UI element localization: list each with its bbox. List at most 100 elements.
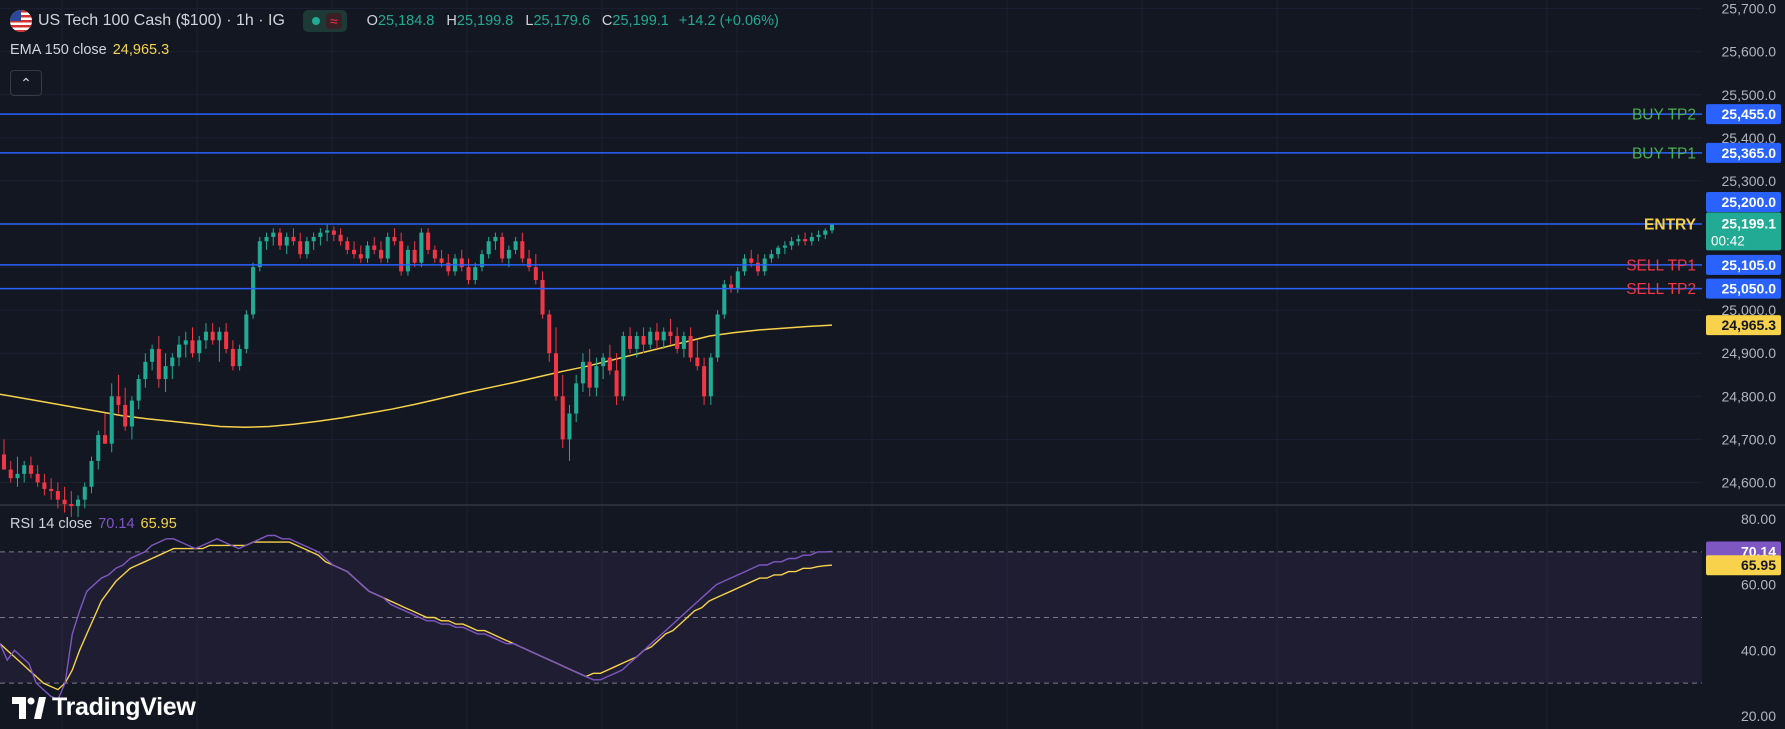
candle-body xyxy=(513,241,518,250)
rsi-ma-line xyxy=(0,541,833,691)
candlestick-series xyxy=(1,224,835,517)
candle-body xyxy=(553,353,559,397)
candle-body xyxy=(177,344,182,358)
candle-body xyxy=(574,383,579,414)
open-value: 25,184.8 xyxy=(377,13,435,29)
candle-body xyxy=(533,267,538,280)
candle-body xyxy=(352,249,357,255)
candle-body xyxy=(506,249,511,259)
entry-price-badge-bg xyxy=(1706,192,1781,212)
candle-body xyxy=(143,361,148,380)
ema-label: EMA 150 close xyxy=(10,42,107,58)
level-name: BUY TP1 xyxy=(1632,145,1696,162)
candle-body xyxy=(688,336,693,358)
price-tick: 24,900.0 xyxy=(1722,345,1777,361)
candle-body xyxy=(197,340,202,354)
candle-body xyxy=(55,491,60,500)
high-key: H xyxy=(446,13,457,29)
level-price-badge-bg xyxy=(1706,142,1781,163)
ohlc-values: O25,184.8 H25,199.8 L25,179.6 C25,199.1 … xyxy=(359,13,779,29)
candle-body xyxy=(540,280,545,315)
candle-body xyxy=(291,236,296,242)
candle-body xyxy=(459,258,464,268)
candle-body xyxy=(803,239,808,242)
candle-body xyxy=(708,357,713,397)
candle-body xyxy=(42,482,47,489)
symbol-title[interactable]: US Tech 100 Cash ($100) · 1h · IG xyxy=(38,12,285,29)
candle-body xyxy=(203,331,208,341)
open-key: O xyxy=(366,13,378,29)
price-tick: 24,800.0 xyxy=(1722,388,1777,404)
candle-body xyxy=(634,336,639,349)
trade-levels: BUY TP2 BUY TP1 ENTRY SELL TP1 SELL TP2 xyxy=(0,107,1702,298)
candle-body xyxy=(392,236,397,242)
rsi-tick: 80.00 xyxy=(1741,511,1776,527)
candle-body xyxy=(729,284,734,289)
candle-body xyxy=(675,336,680,349)
candle-body xyxy=(809,236,814,242)
close-key: C xyxy=(601,13,613,29)
low-value: 25,179.6 xyxy=(533,13,590,29)
rsi-legend[interactable]: RSI 14 close 70.14 65.95 xyxy=(10,516,177,532)
tradingview-logo[interactable]: TradingView xyxy=(12,693,196,722)
rsi-ma-badge-bg xyxy=(1706,555,1781,576)
candle-body xyxy=(547,314,552,354)
price-tick: 25,300.0 xyxy=(1722,173,1777,189)
candle-body xyxy=(163,366,168,380)
candle-body xyxy=(621,336,626,397)
level-price-badge-bg xyxy=(1706,278,1781,299)
tradingview-logo-icon xyxy=(12,696,46,719)
ema-legend[interactable]: EMA 150 close 24,965.3 xyxy=(10,42,169,58)
candle-body xyxy=(405,249,410,272)
candle-body xyxy=(641,336,646,345)
candle-body xyxy=(378,249,383,259)
candle-body xyxy=(628,336,633,349)
candle-body xyxy=(385,236,390,259)
candle-body xyxy=(264,236,269,242)
candle-body xyxy=(277,232,283,246)
last-price-value: 25,199.1 xyxy=(1722,215,1777,231)
candle-body xyxy=(190,340,195,354)
candle-body xyxy=(769,254,774,259)
candle-body xyxy=(298,241,303,255)
rsi-tick: 20.00 xyxy=(1741,708,1776,724)
last-price-badge-bg xyxy=(1706,212,1781,251)
candle-body xyxy=(776,247,781,255)
candle-body xyxy=(318,232,323,237)
candle-body xyxy=(668,331,673,336)
low-key: L xyxy=(525,13,534,29)
candle-body xyxy=(580,361,585,384)
candle-body xyxy=(1,454,7,470)
candle-body xyxy=(183,340,188,345)
collapse-legend-button[interactable]: ⌃ xyxy=(10,70,42,96)
ema-price-badge-bg xyxy=(1706,315,1781,336)
candle-body xyxy=(782,245,787,248)
candle-body xyxy=(136,379,141,401)
candle-body xyxy=(284,236,289,246)
candle-body xyxy=(365,245,370,259)
close-value: 25,199.1 xyxy=(612,13,669,29)
price-axis[interactable]: 25,700.0 25,600.0 25,500.0 25,400.0 25,300.0… xyxy=(1706,1,1781,491)
candle-body xyxy=(594,366,599,388)
price-tick: 25,500.0 xyxy=(1722,87,1777,103)
candle-body xyxy=(446,262,451,272)
candle-body xyxy=(789,241,794,246)
candle-body xyxy=(150,348,155,362)
candle-body xyxy=(35,473,40,483)
candle-body xyxy=(49,488,54,492)
rsi-label: RSI 14 close xyxy=(10,516,93,532)
candle-body xyxy=(426,232,431,250)
candle-body xyxy=(224,331,229,349)
candle-body xyxy=(816,234,821,237)
level-name: SELL TP2 xyxy=(1626,281,1696,298)
candle-body xyxy=(399,241,404,272)
candle-body xyxy=(648,331,653,345)
level-price-badge: 25,050.0 xyxy=(1722,281,1777,297)
candle-body xyxy=(520,241,525,259)
candle-body xyxy=(479,254,484,268)
market-status-badge[interactable]: ≈ xyxy=(302,10,347,32)
candle-body xyxy=(607,357,612,371)
candle-body xyxy=(466,267,471,280)
